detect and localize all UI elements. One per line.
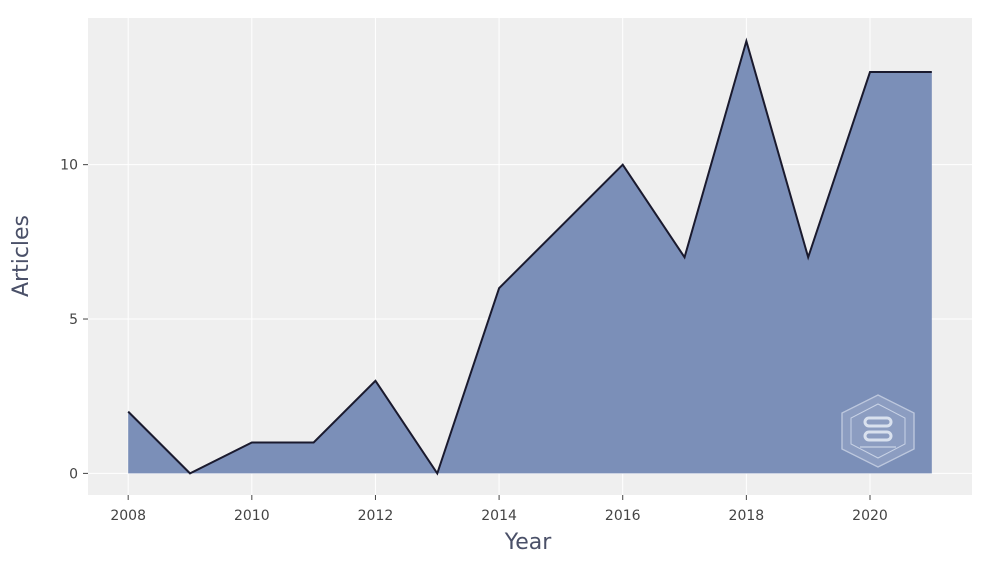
- x-tick-label: 2008: [110, 508, 146, 524]
- x-tick-label: 2016: [605, 508, 641, 524]
- y-axis-title: Articles: [9, 215, 34, 297]
- x-axis-title: Year: [504, 530, 553, 555]
- area-fill: [128, 41, 932, 474]
- x-tick-label: 2012: [358, 508, 394, 524]
- x-tick-label: 2010: [234, 508, 270, 524]
- y-tick-label: 10: [60, 158, 78, 174]
- y-axis-ticks: 0 5 10: [60, 158, 88, 482]
- x-tick-label: 2018: [729, 508, 765, 524]
- x-axis-ticks: 2008 2010 2012 2014 2016 2018 2020: [110, 495, 888, 524]
- watermark-logo: [841, 394, 915, 468]
- y-tick-label: 5: [69, 312, 78, 328]
- x-tick-label: 2014: [481, 508, 517, 524]
- x-tick-label: 2020: [852, 508, 888, 524]
- series-line: [127, 37, 932, 476]
- y-tick-label: 0: [69, 466, 78, 482]
